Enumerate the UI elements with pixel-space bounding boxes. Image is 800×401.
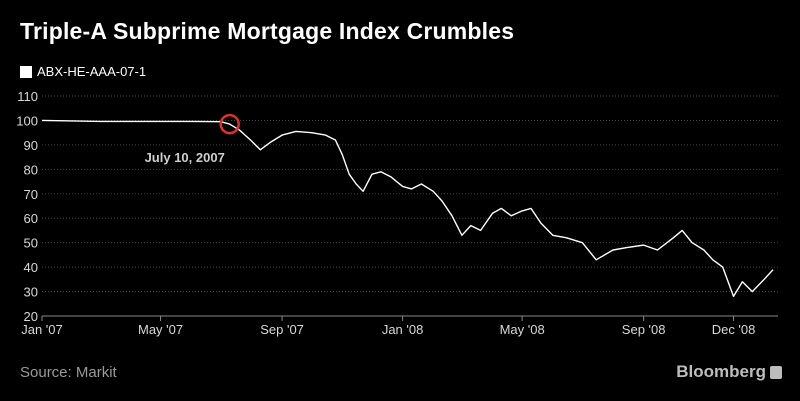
plot-area [41, 119, 774, 298]
y-tick-label: 50 [24, 236, 38, 251]
x-tick-label: May '08 [500, 322, 545, 337]
chart-title: Triple-A Subprime Mortgage Index Crumble… [20, 18, 515, 44]
x-tick-label: Dec '08 [712, 322, 756, 337]
y-tick-label: 80 [24, 162, 38, 177]
legend-label: ABX-HE-AAA-07-1 [37, 64, 147, 79]
y-tick-label: 20 [24, 309, 38, 324]
y-tick-label: 70 [24, 187, 38, 202]
bloomberg-logo-icon [770, 365, 782, 379]
x-tick-label: Sep '07 [260, 322, 304, 337]
y-tick-label: 90 [24, 138, 38, 153]
y-tick-label: 40 [24, 260, 38, 275]
brand-name: Bloomberg [676, 362, 766, 381]
x-axis: Jan '07 May '07 Sep '07 Jan '08 May '08 Sep '… [21, 315, 778, 337]
grid-lines [42, 95, 778, 317]
legend: ABX-HE-AAA-07-1 [20, 64, 146, 79]
legend-swatch [20, 65, 32, 78]
y-tick-label: 60 [24, 211, 38, 226]
y-tick-label: 100 [16, 113, 38, 128]
y-tick-label: 30 [24, 285, 38, 300]
x-tick-label: Jan '07 [21, 322, 63, 337]
x-tick-label: Jan '08 [382, 322, 424, 337]
y-axis: 20 30 40 50 60 70 80 90 100 110 [16, 89, 38, 324]
x-tick-label: May '07 [138, 322, 183, 337]
y-tick-label: 110 [17, 89, 38, 104]
source-note: Source: Markit [20, 364, 117, 381]
annotation-circle [219, 113, 240, 135]
series-line [41, 119, 774, 298]
brand-logo: Bloomberg [676, 362, 782, 382]
x-tick-label: Sep '08 [622, 322, 666, 337]
annotation-label: July 10, 2007 [145, 150, 225, 165]
annotation-group: July 10, 2007 [145, 113, 240, 165]
